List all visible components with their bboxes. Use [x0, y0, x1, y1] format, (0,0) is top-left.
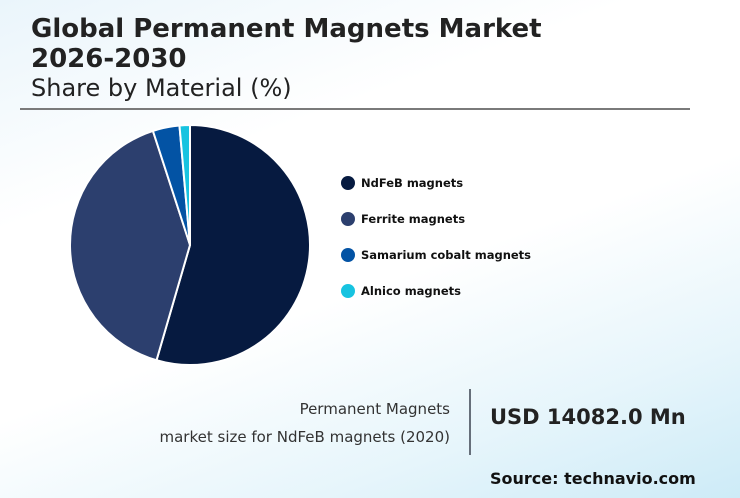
pie-slice-alnico-magnets [178, 123, 191, 246]
legend-label: Ferrite magnets [361, 212, 466, 226]
legend-label: NdFeB magnets [361, 176, 464, 190]
stat-divider [469, 389, 471, 455]
stat-label-line1: Permanent Magnets [299, 400, 450, 418]
stat-label-line2: market size for NdFeB magnets (2020) [159, 428, 451, 446]
chart-subtitle: Share by Material (%) [31, 74, 292, 102]
pie-slice-ndfeb-magnets [155, 123, 311, 366]
pie-chart [69, 123, 311, 366]
legend-item-samarium-cobalt: Samarium cobalt magnets [341, 246, 531, 264]
source-credit: Source: technavio.com [490, 469, 696, 488]
legend-dot-icon [341, 212, 355, 226]
legend-dot-icon [341, 248, 355, 262]
legend-label: Samarium cobalt magnets [361, 248, 532, 262]
legend-label: Alnico magnets [361, 284, 461, 298]
stat-value: USD 14082.0 Mn [490, 405, 686, 429]
chart-title: Global Permanent Magnets Market 2026-203… [31, 14, 542, 74]
legend-item-alnico: Alnico magnets [341, 282, 531, 300]
legend: NdFeB magnets Ferrite magnets Samarium c… [341, 174, 531, 318]
legend-item-ferrite: Ferrite magnets [341, 210, 531, 228]
legend-dot-icon [341, 284, 355, 298]
legend-item-ndfeb: NdFeB magnets [341, 174, 531, 192]
pie-slice-ferrite-magnets [69, 129, 192, 362]
legend-dot-icon [341, 176, 355, 190]
title-divider [20, 108, 690, 110]
